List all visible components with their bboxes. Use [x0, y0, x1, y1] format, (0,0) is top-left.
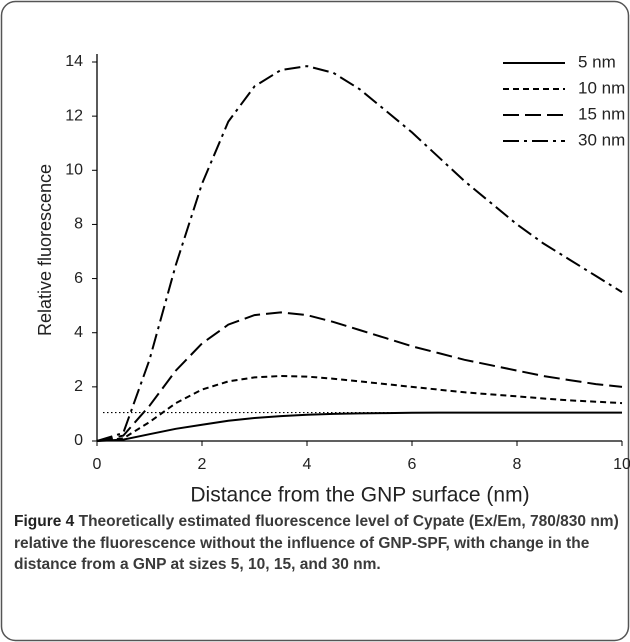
- caption-text: Theoretically estimated fluorescence lev…: [14, 513, 619, 573]
- x-axis-label: Distance from the GNP surface (nm): [190, 484, 529, 507]
- y-tick-label: 12: [65, 107, 83, 124]
- y-tick-label: 14: [65, 53, 83, 70]
- x-tick-label: 10: [613, 456, 630, 473]
- legend-label: 10 nm: [578, 78, 625, 97]
- y-tick-label: 10: [65, 162, 83, 179]
- y-tick-label: 4: [74, 324, 83, 341]
- series-line: [96, 311, 623, 442]
- x-tick-label: 2: [198, 456, 207, 473]
- x-tick-label: 0: [93, 456, 102, 473]
- x-tick-label: 4: [303, 456, 312, 473]
- caption: Figure 4 Theoretically estimated fluores…: [14, 511, 620, 576]
- x-tick-label: 6: [408, 456, 417, 473]
- legend-label: 5 nm: [578, 52, 616, 71]
- y-tick-label: 6: [74, 270, 83, 287]
- series-line: [96, 411, 622, 442]
- legend-label: 15 nm: [578, 104, 625, 123]
- legend-label: 30 nm: [578, 130, 625, 149]
- x-tick-label: 8: [513, 456, 522, 473]
- y-tick-label: 2: [74, 378, 83, 395]
- series-line: [96, 374, 623, 442]
- y-axis-label: Relative fluorescence: [35, 164, 55, 336]
- caption-label: Figure 4: [14, 513, 75, 530]
- series-line: [96, 65, 623, 442]
- y-tick-label: 0: [74, 432, 83, 449]
- y-tick-label: 8: [74, 216, 83, 233]
